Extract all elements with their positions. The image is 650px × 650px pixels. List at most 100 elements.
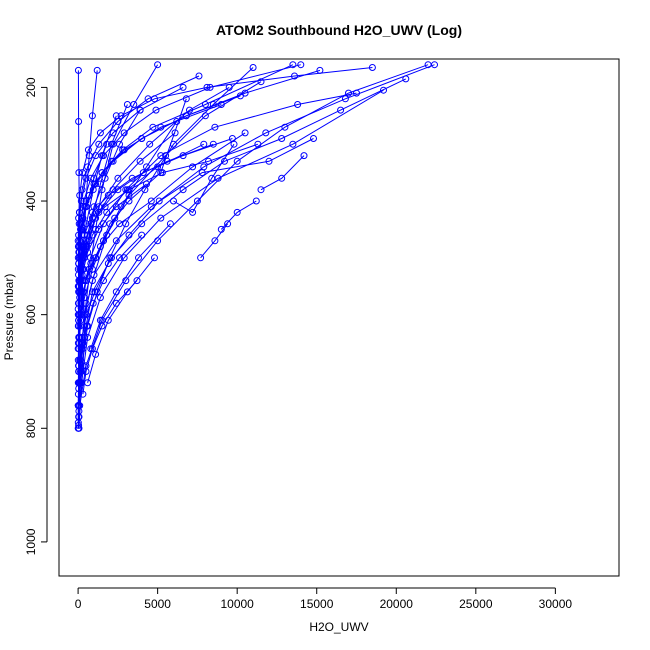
x-tick-label: 20000 [380, 597, 414, 611]
data-point [88, 112, 96, 120]
data-point [135, 254, 142, 262]
series-39 [170, 140, 238, 216]
data-point [96, 243, 104, 250]
data-point [87, 345, 95, 353]
data-point [289, 61, 297, 69]
data-point [197, 254, 205, 262]
series-36 [77, 231, 146, 375]
data-point [173, 118, 181, 125]
data-point [128, 174, 136, 182]
data-point [85, 265, 93, 273]
x-tick-label: 25000 [459, 597, 493, 611]
data-point [200, 163, 208, 171]
data-point [120, 129, 128, 137]
series-32 [75, 86, 387, 432]
data-point [201, 112, 209, 120]
series-line [173, 143, 235, 214]
series-5 [76, 61, 432, 410]
series-line [77, 86, 184, 247]
data-point [98, 169, 106, 177]
series-line [78, 183, 147, 321]
y-tick-label: 400 [24, 191, 38, 211]
data-point [209, 140, 217, 148]
data-point [92, 152, 100, 160]
data-point [96, 129, 104, 137]
data-point [294, 101, 302, 108]
data-point [138, 231, 146, 239]
data-point [289, 140, 297, 148]
data-point [201, 101, 209, 108]
data-point [337, 106, 345, 114]
data-point [368, 64, 376, 71]
data-point [112, 288, 120, 296]
data-point [100, 237, 107, 245]
y-axis-label: Pressure (mbar) [2, 274, 16, 361]
data-point [74, 237, 82, 245]
data-point [152, 106, 160, 114]
data-point [100, 152, 107, 160]
data-point [136, 106, 144, 114]
data-point [262, 129, 270, 137]
data-point [149, 123, 157, 131]
data-point [92, 350, 100, 358]
data-point [111, 214, 119, 222]
data-point [291, 72, 298, 80]
series-line [220, 200, 257, 230]
data-point [81, 203, 89, 211]
y-tick-label: 1000 [24, 528, 38, 555]
data-point [157, 214, 165, 222]
data-point [133, 277, 141, 285]
data-point [108, 254, 115, 262]
data-point [345, 89, 352, 97]
series-line [79, 64, 429, 406]
data-point [104, 191, 112, 199]
data-point [179, 152, 187, 160]
data-point [241, 89, 249, 97]
data-point [189, 208, 197, 216]
data-point [87, 174, 95, 182]
data-point [114, 186, 122, 194]
y-tick-label: 600 [24, 304, 38, 324]
series-line [260, 155, 305, 191]
data-point [380, 86, 387, 94]
data-point [189, 163, 197, 171]
data-point [146, 140, 154, 148]
data-point [87, 220, 95, 228]
data-point [75, 118, 83, 125]
data-point [109, 129, 117, 137]
data-point [123, 288, 131, 296]
data-point [122, 186, 130, 194]
data-point [76, 191, 84, 199]
data-point [224, 220, 232, 228]
data-point [90, 180, 98, 188]
data-point [138, 135, 146, 142]
data-point [96, 316, 104, 324]
data-point [254, 140, 262, 148]
series-40 [217, 197, 260, 233]
data-point [125, 231, 133, 239]
data-point [108, 157, 115, 165]
plot-frame [58, 58, 620, 577]
data-point [112, 237, 120, 245]
data-point [278, 174, 286, 182]
series-line [90, 223, 171, 349]
data-point [155, 197, 163, 205]
data-point [166, 220, 174, 228]
series-38 [84, 254, 158, 387]
data-point [182, 112, 190, 120]
series-line [87, 257, 155, 383]
data-point [92, 214, 100, 222]
data-point [278, 135, 286, 142]
data-point [265, 157, 273, 165]
data-point [117, 112, 125, 120]
data-point [116, 220, 123, 228]
data-point [93, 66, 101, 74]
data-point [82, 174, 90, 182]
series-30 [74, 64, 376, 245]
data-point [139, 169, 147, 177]
data-point [241, 129, 249, 137]
data-point [74, 66, 82, 74]
